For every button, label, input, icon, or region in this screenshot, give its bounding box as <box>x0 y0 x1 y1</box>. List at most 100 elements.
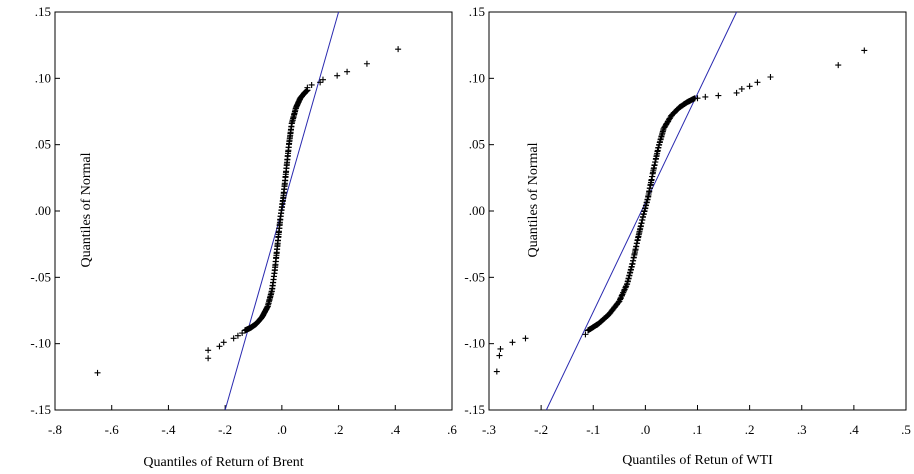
plot-marks <box>94 11 402 411</box>
data-point <box>634 237 641 244</box>
data-point <box>660 127 667 134</box>
data-point <box>616 298 623 305</box>
data-point <box>627 266 634 273</box>
data-point <box>652 156 659 163</box>
data-point <box>597 318 604 325</box>
data-point <box>241 327 248 334</box>
data-point <box>686 98 693 105</box>
x-tick-label: .4 <box>849 422 859 437</box>
y-tick-label: -.10 <box>464 336 485 351</box>
data-point <box>625 275 632 282</box>
data-point <box>649 170 656 177</box>
x-tick-label: -.3 <box>482 422 496 437</box>
data-point <box>647 182 654 189</box>
data-point <box>604 312 611 319</box>
x-tick-label: .6 <box>447 422 457 437</box>
x-tick-label: .1 <box>693 422 703 437</box>
data-point <box>344 68 351 75</box>
y-tick-label: -.15 <box>464 402 485 417</box>
data-point <box>639 217 646 224</box>
data-point <box>835 62 842 69</box>
data-point <box>497 345 504 352</box>
data-point <box>295 99 302 106</box>
data-point <box>627 269 634 276</box>
data-point <box>655 144 662 151</box>
data-point <box>230 335 237 342</box>
data-point <box>334 72 341 79</box>
x-tick-label: .5 <box>901 422 911 437</box>
data-point <box>702 93 709 100</box>
data-point <box>668 112 675 119</box>
data-point <box>294 102 301 109</box>
data-point <box>395 46 402 53</box>
data-point <box>496 352 503 359</box>
data-point <box>647 179 654 186</box>
data-point <box>646 188 653 195</box>
data-point <box>649 173 656 180</box>
data-point <box>585 327 592 334</box>
data-point <box>631 249 638 256</box>
y-axis: -.15 -.10 -.05 .00 .05 .10 .15 <box>30 4 60 417</box>
data-point <box>738 85 745 92</box>
y-axis: -.15 -.10 -.05 .00 .05 .10 .15 <box>464 4 494 417</box>
data-point <box>493 368 500 375</box>
x-tick-label: .0 <box>641 422 651 437</box>
data-point <box>220 339 227 346</box>
qq-plot-wti: -.15 -.10 -.05 .00 .05 .10 .15 -.3 -.2 -.1 .0 .1 .2… <box>464 4 910 468</box>
data-point <box>657 135 664 142</box>
data-point <box>633 240 640 247</box>
data-point <box>252 321 259 328</box>
data-point <box>648 176 655 183</box>
data-point <box>644 196 651 203</box>
data-point <box>650 164 657 171</box>
x-tick-label: -.6 <box>105 422 120 437</box>
data-point <box>639 214 646 221</box>
data-point <box>264 303 271 310</box>
data-point <box>298 93 305 100</box>
x-tick-label: -.2 <box>218 422 232 437</box>
y-tick-label: .05 <box>35 137 51 152</box>
data-point <box>671 109 678 116</box>
data-point <box>205 347 212 354</box>
plot-frame <box>54 11 453 411</box>
data-point <box>746 83 753 90</box>
data-point <box>645 193 652 200</box>
data-point <box>650 167 657 174</box>
data-point <box>624 278 631 285</box>
data-point <box>618 292 625 299</box>
data-point <box>654 147 661 154</box>
data-point <box>635 234 642 241</box>
data-point <box>522 335 529 342</box>
x-tick-label: .4 <box>390 422 400 437</box>
data-point <box>645 191 652 198</box>
data-point <box>656 141 663 148</box>
data-point <box>292 105 299 112</box>
y-tick-label: -.05 <box>464 269 485 284</box>
data-point <box>652 159 659 166</box>
x-axis-label: Quantiles of Retun of WTI <box>622 453 773 468</box>
data-point <box>620 289 627 296</box>
data-point <box>301 90 308 97</box>
data-point <box>601 315 608 322</box>
data-point <box>637 222 644 229</box>
data-point <box>861 47 868 54</box>
y-tick-label: -.15 <box>30 402 51 417</box>
x-tick-label: -.1 <box>586 422 600 437</box>
x-tick-label: .0 <box>277 422 287 437</box>
data-point <box>304 84 311 91</box>
y-axis-label: Quantiles of Normal <box>79 152 94 267</box>
data-point <box>694 95 701 102</box>
data-point <box>216 343 223 350</box>
data-point <box>642 205 649 212</box>
data-point <box>643 199 650 206</box>
x-tick-label: .2 <box>334 422 344 437</box>
y-tick-label: .10 <box>35 70 51 85</box>
data-point <box>94 369 101 376</box>
data-point <box>681 101 688 108</box>
data-point <box>290 114 297 121</box>
data-point <box>633 243 640 250</box>
plot-frame <box>488 11 907 411</box>
data-point <box>637 225 644 232</box>
y-tick-label: -.10 <box>30 336 51 351</box>
